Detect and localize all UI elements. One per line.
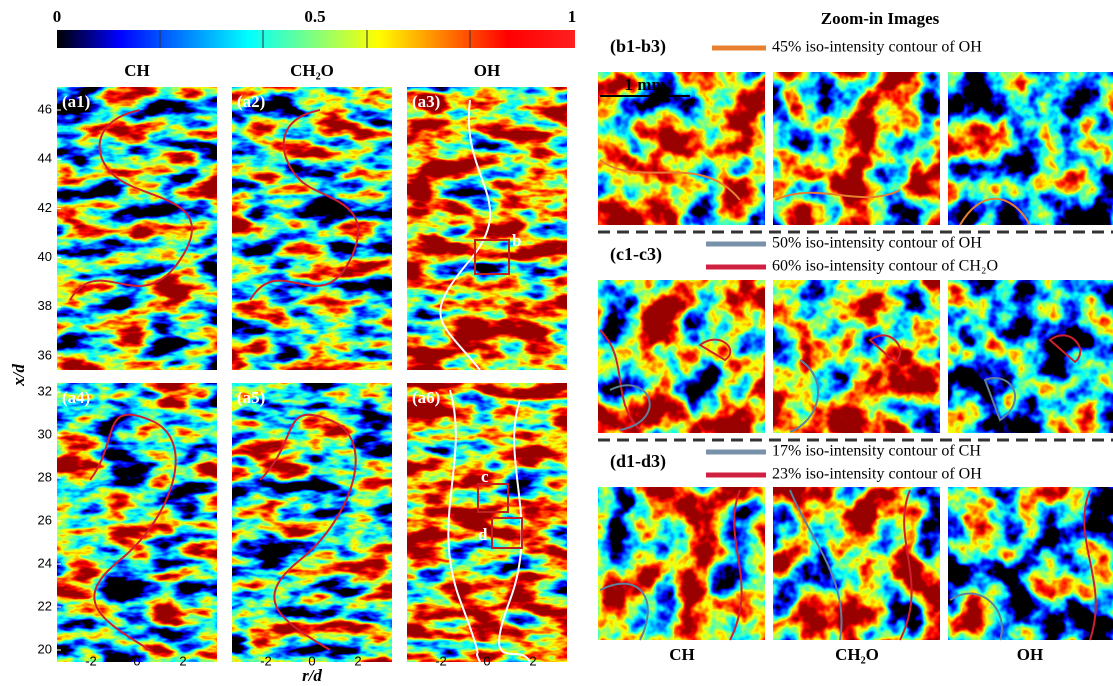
colorbar-label: 0 [53, 7, 62, 26]
y-tick-label: 32 [38, 383, 52, 398]
x-axis-label: r/d [302, 666, 322, 685]
box-label: b [512, 231, 521, 250]
zoom-image [598, 487, 765, 640]
x-tick-label: -2 [260, 653, 272, 668]
y-tick-label: 38 [38, 298, 52, 313]
zoom-boxes [474, 239, 523, 549]
images [57, 72, 1113, 662]
contours [69, 99, 1097, 663]
x-tick-label: 2 [354, 653, 361, 668]
zoom-image [948, 72, 1113, 225]
row-label: (b1-b3) [610, 36, 666, 57]
panel-label: (a1) [62, 92, 90, 111]
zoom-image [773, 280, 940, 433]
y-tick-label: 40 [38, 249, 52, 264]
box-label: c [481, 467, 489, 486]
column-header: CH [124, 61, 150, 80]
box-c [477, 483, 509, 513]
y-tick-label: 28 [38, 469, 52, 484]
colorbar-label: 0.5 [304, 7, 325, 26]
zoom-column-label: OH [1017, 645, 1043, 664]
panel-label: (a6) [412, 388, 440, 407]
zoom-image [598, 72, 765, 225]
x-tick-label: 0 [483, 653, 490, 668]
x-tick-label: 0 [308, 653, 315, 668]
y-tick-label: 24 [38, 555, 52, 570]
box-label: d [478, 525, 488, 544]
x-tick-label: 2 [529, 653, 536, 668]
y-tick-label: 22 [38, 598, 52, 613]
panel-label: (a4) [62, 388, 90, 407]
x-tick-label: 0 [133, 653, 140, 668]
column-header: CH₂O [290, 61, 334, 80]
column-header: OH [474, 61, 500, 80]
field-image [232, 383, 392, 662]
panel-label: (a2) [237, 92, 265, 111]
y-tick-label: 46 [38, 101, 52, 116]
zoom-title: Zoom-in Images [821, 9, 940, 28]
y-tick-label: 26 [38, 512, 52, 527]
colorbar [57, 30, 575, 48]
x-tick-label: -2 [85, 653, 97, 668]
zoom-image [773, 72, 940, 225]
row-label: (c1-c3) [610, 244, 662, 265]
legend-text: 23% iso-intensity contour of OH [772, 466, 982, 483]
field-image [57, 87, 217, 370]
field-image [232, 87, 392, 370]
x-tick-label: -2 [435, 653, 447, 668]
field-image [57, 383, 217, 662]
x-tick-label: 2 [179, 653, 186, 668]
box-b [474, 239, 510, 275]
scale-label: 1 mm [624, 75, 665, 94]
panel-label: (a3) [412, 92, 440, 111]
colorbar-ticks [159, 30, 471, 48]
panel-label: (a5) [237, 388, 265, 407]
y-tick-label: 30 [38, 426, 52, 441]
y-tick-label: 20 [38, 641, 52, 656]
zoom-image [948, 280, 1113, 433]
field-image [407, 383, 567, 662]
y-tick-label: 42 [38, 200, 52, 215]
legend-text: 17% iso-intensity contour of CH [772, 443, 981, 460]
row-label: (d1-d3) [610, 451, 666, 472]
zoom-column-label: CH [669, 645, 695, 664]
zoom-image [948, 487, 1113, 640]
y-tick-label: 44 [38, 151, 52, 166]
zoom-image [598, 280, 765, 433]
zoom-image [773, 487, 940, 640]
zoom-column-label: CH₂O [835, 645, 879, 664]
colorbar-label: 1 [568, 7, 577, 26]
box-d [491, 517, 523, 549]
legend-text: 60% iso-intensity contour of CH₂O [772, 258, 998, 275]
y-axis-label: x/d [9, 364, 28, 387]
legend-text: 45% iso-intensity contour of OH [772, 39, 982, 56]
y-tick-label: 36 [38, 347, 52, 362]
legend-text: 50% iso-intensity contour of OH [772, 235, 982, 252]
